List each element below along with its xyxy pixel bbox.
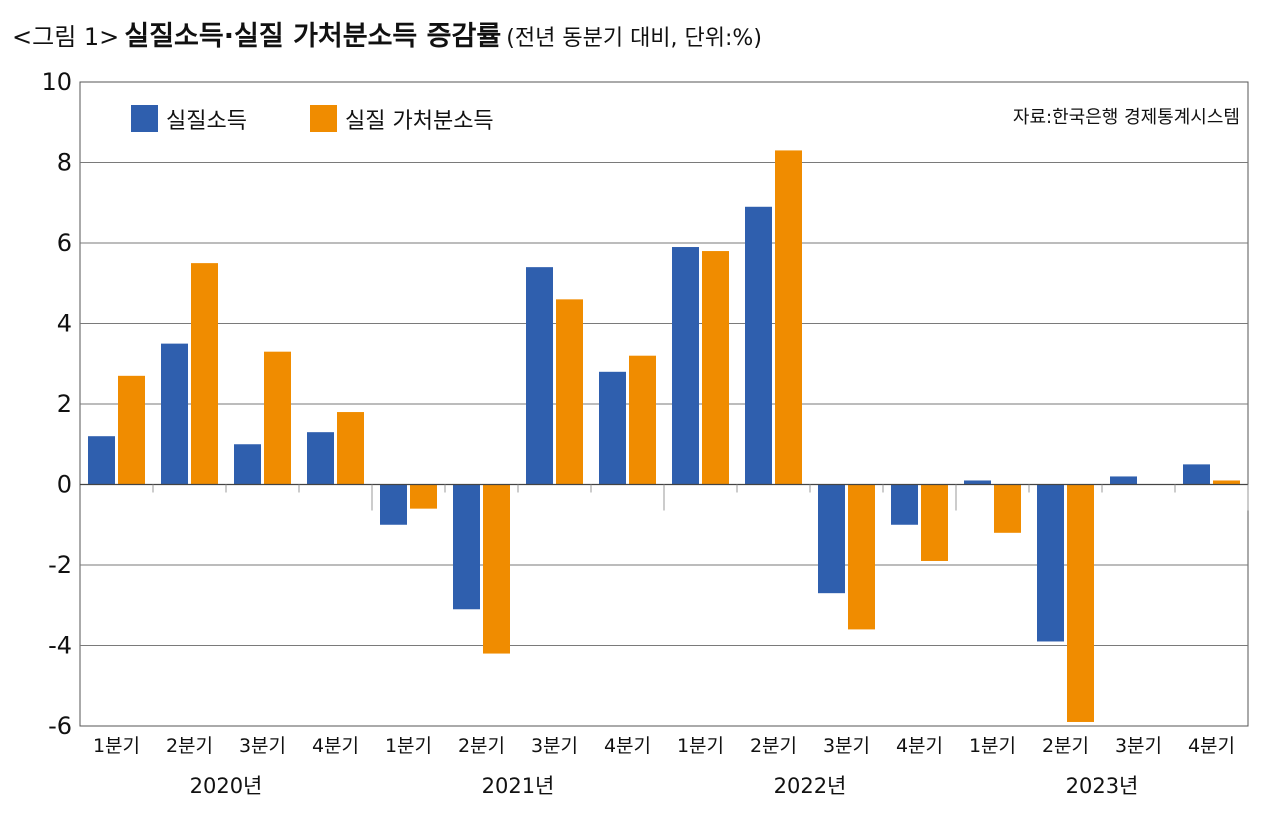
y-tick-label: -4 [48, 632, 72, 660]
x-tick-label: 4분기 [604, 735, 651, 757]
bar-real-disposable-income [921, 484, 948, 561]
x-tick-label: 2분기 [166, 735, 213, 757]
bar-real-disposable-income [410, 484, 437, 509]
year-label: 2023년 [1066, 774, 1139, 798]
year-label: 2020년 [190, 774, 263, 798]
x-tick-label: 2분기 [458, 735, 505, 757]
bar-real-income [745, 206, 772, 485]
x-tick-label: 2분기 [750, 735, 797, 757]
x-tick-label: 3분기 [1115, 735, 1162, 757]
x-tick-label: 4분기 [896, 735, 943, 757]
y-tick-label: 2 [57, 390, 72, 418]
bar-real-income [964, 480, 991, 485]
y-tick-label: 8 [57, 149, 72, 177]
bar-real-disposable-income [775, 150, 802, 485]
chart-main-title: 실질소득·실질 가처분소득 증감률 [124, 21, 502, 52]
legend-swatch-real-income [131, 105, 158, 132]
bar-real-income [891, 484, 918, 525]
bar-real-disposable-income [337, 412, 364, 485]
legend-swatch-real-disposable-income [310, 105, 337, 132]
bar-real-income [307, 432, 334, 485]
bar-real-disposable-income [118, 375, 145, 485]
year-label: 2022년 [774, 774, 847, 798]
bar-real-disposable-income [848, 484, 875, 630]
year-label: 2021년 [482, 774, 555, 798]
bar-real-disposable-income [556, 299, 583, 485]
bar-real-income [88, 436, 115, 485]
y-tick-label: 6 [57, 229, 72, 257]
x-tick-label: 1분기 [93, 735, 140, 757]
y-tick-label: 0 [57, 471, 72, 499]
bar-real-income [453, 484, 480, 610]
y-tick-label: 4 [57, 310, 72, 338]
legend-label-real-disposable-income: 실질 가처분소득 [345, 109, 494, 134]
x-tick-label: 4분기 [312, 735, 359, 757]
bar-real-income [526, 267, 553, 485]
bar-real-disposable-income [994, 484, 1021, 533]
bar-real-disposable-income [483, 484, 510, 654]
bar-real-disposable-income [191, 263, 218, 485]
x-tick-label: 2분기 [1042, 735, 1089, 757]
bar-real-income [380, 484, 407, 525]
bar-real-disposable-income [702, 251, 729, 485]
bar-real-income [1110, 476, 1137, 485]
bar-real-income [1037, 484, 1064, 642]
x-tick-label: 3분기 [531, 735, 578, 757]
bar-real-income [818, 484, 845, 594]
x-tick-label: 1분기 [385, 735, 432, 757]
bar-real-income [234, 444, 261, 485]
figure-number: <그림 1> [12, 23, 120, 51]
x-tick-label: 1분기 [969, 735, 1016, 757]
bar-real-income [1183, 464, 1210, 485]
y-tick-label: -2 [48, 551, 72, 579]
bar-real-income [672, 247, 699, 485]
y-tick-label: -6 [48, 712, 72, 740]
x-tick-label: 3분기 [239, 735, 286, 757]
chart-subtitle: (전년 동분기 대비, 단위:%) [506, 26, 762, 51]
legend-label-real-income: 실질소득 [166, 109, 247, 134]
bar-real-disposable-income [1213, 480, 1240, 485]
y-tick-label: 10 [41, 68, 72, 96]
bar-real-disposable-income [264, 351, 291, 485]
bar-real-disposable-income [1067, 484, 1094, 722]
x-tick-label: 3분기 [823, 735, 870, 757]
bar-real-income [599, 371, 626, 485]
source-note: 자료:한국은행 경제통계시스템 [1013, 107, 1240, 128]
x-tick-label: 4분기 [1188, 735, 1235, 757]
x-tick-label: 1분기 [677, 735, 724, 757]
bar-real-disposable-income [629, 355, 656, 485]
chart-title: <그림 1> 실질소득·실질 가처분소득 증감률 (전년 동분기 대비, 단위:… [12, 14, 762, 54]
bar-real-income [161, 343, 188, 485]
